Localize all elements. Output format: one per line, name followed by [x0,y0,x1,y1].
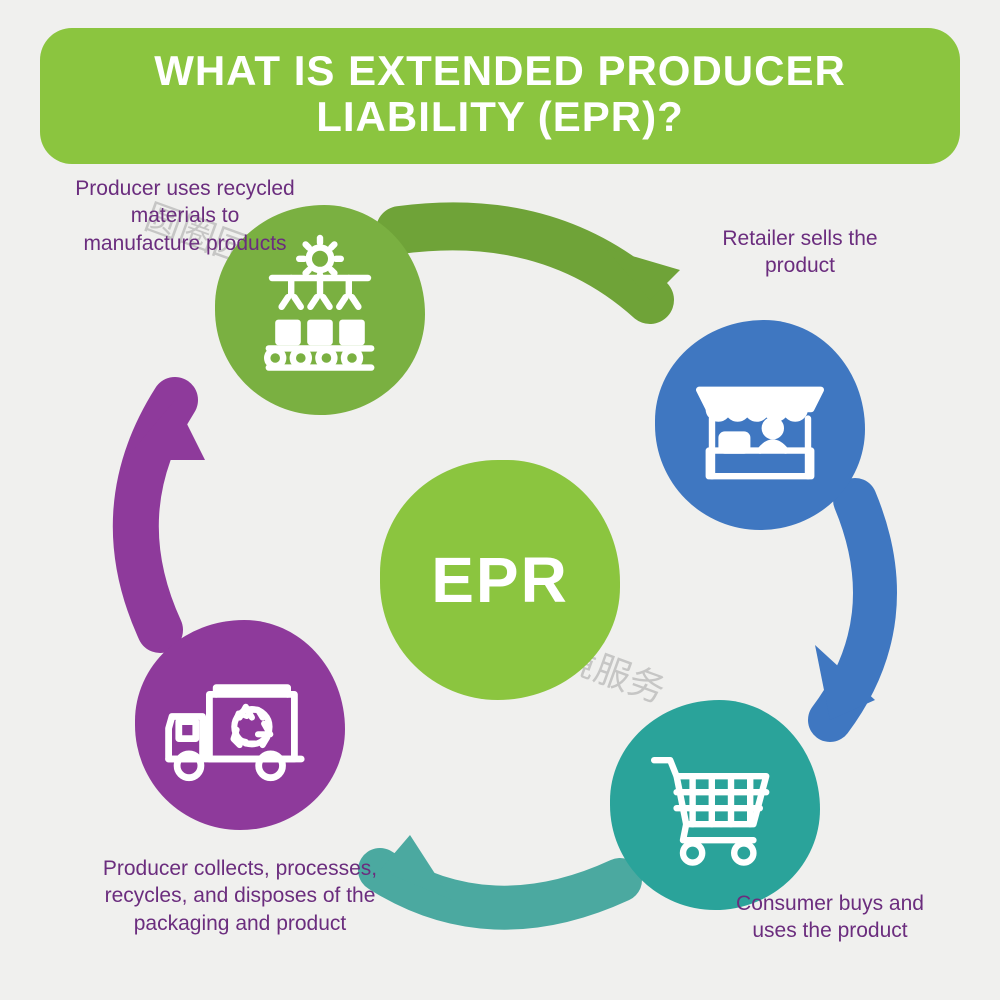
center-blob: EPR [380,460,620,700]
arrow-green [400,226,650,300]
label-producer: Producer uses recycled materials to manu… [70,175,300,257]
recycle-truck-icon [155,640,325,810]
center-label: EPR [431,543,569,617]
label-consumer: Consumer buys and uses the product [730,890,930,945]
stall-icon [680,345,840,505]
label-collector: Producer collects, processes, recycles, … [100,855,380,937]
label-retailer: Retailer sells the product [700,225,900,280]
cart-icon [635,725,795,885]
node-collector [135,620,345,830]
node-retailer [655,320,865,530]
node-consumer [610,700,820,910]
